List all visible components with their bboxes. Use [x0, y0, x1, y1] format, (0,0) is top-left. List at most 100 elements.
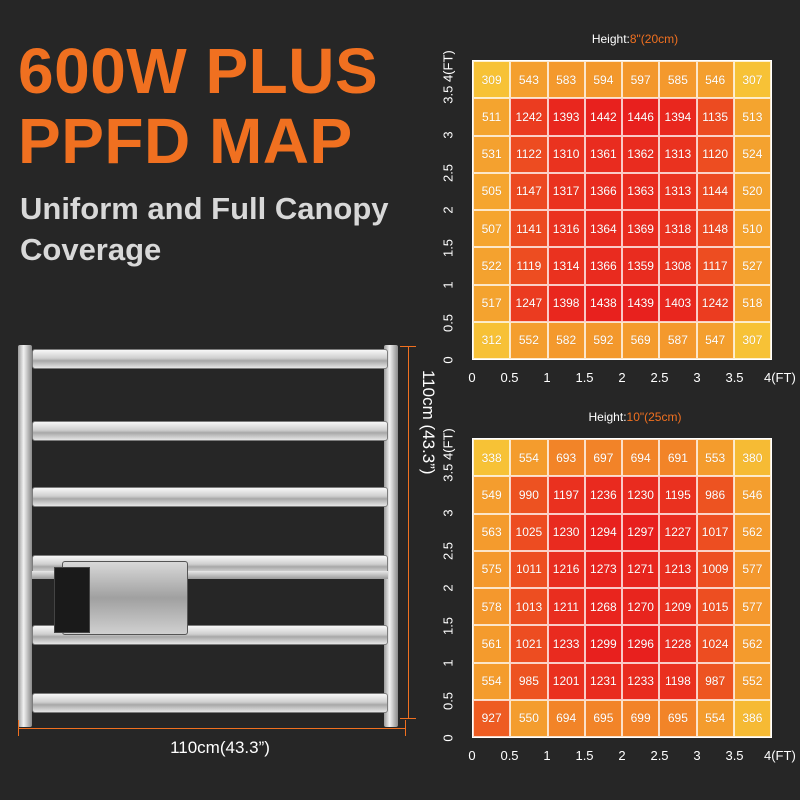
ppfd-cell: 1296: [622, 625, 660, 663]
ppfd-cell: 1015: [696, 588, 734, 626]
ppfd-cell: 510: [733, 210, 771, 248]
ppfd-cell: 1314: [547, 247, 585, 285]
x-tick-label: 3.5: [725, 748, 744, 763]
ppfd-cell: 577: [733, 588, 771, 626]
ppfd-cell: 563: [473, 513, 511, 551]
y-tick-label: 2.5: [440, 541, 456, 560]
ppfd-cell: 569: [622, 321, 660, 359]
ppfd-cell: 1024: [696, 625, 734, 663]
ppfd-cell: 554: [473, 662, 511, 700]
ppfd-cell: 1394: [659, 98, 697, 136]
ppfd-cell: 1366: [584, 172, 622, 210]
ppfd-cell: 695: [659, 699, 697, 737]
ppfd-cell: 507: [473, 210, 511, 248]
ppfd-cell: 517: [473, 284, 511, 322]
ppfd-cell: 1119: [510, 247, 548, 285]
ppfd-cell: 1318: [659, 210, 697, 248]
ppfd-cell: 307: [733, 321, 771, 359]
ppfd-cell: 531: [473, 135, 511, 173]
light-bar: [32, 421, 388, 441]
ppfd-cell: 1233: [622, 662, 660, 700]
y-tick-label: 0: [440, 356, 456, 364]
headline-line-1: 600W PLUS: [18, 35, 379, 107]
ppfd-cell: 1369: [622, 210, 660, 248]
ppfd-cell: 583: [547, 61, 585, 99]
x-tick-label: 2.5: [650, 370, 669, 385]
ppfd-cell: 1211: [547, 588, 585, 626]
ppfd-cell: 1216: [547, 550, 585, 588]
ppfd-cell: 1117: [696, 247, 734, 285]
ppfd-cell: 1227: [659, 513, 697, 551]
ppfd-cell: 518: [733, 284, 771, 322]
ppfd-cell: 505: [473, 172, 511, 210]
ppfd-cell: 592: [584, 321, 622, 359]
ppfd-cell: 1361: [584, 135, 622, 173]
x-tick-label: 1.5: [575, 370, 594, 385]
grow-light-illustration: [14, 335, 406, 735]
light-bar: [32, 349, 388, 369]
map-title-height: 8"(20cm): [629, 32, 679, 46]
ppfd-cell: 1446: [622, 98, 660, 136]
x-tick-label: 2.5: [650, 748, 669, 763]
ppfd-cell: 1135: [696, 98, 734, 136]
ppfd-cell: 1363: [622, 172, 660, 210]
ppfd-cell: 694: [622, 439, 660, 477]
x-tick-label: 1: [543, 748, 551, 763]
x-axis: 0 0.5 1 1.5 2 2.5 3 3.5 4(FT): [468, 748, 795, 768]
ppfd-cell: 1025: [510, 513, 548, 551]
dimension-cap: [18, 720, 19, 736]
x-tick-label: 0: [468, 748, 476, 763]
headline: 600W PLUS PPFD MAP: [18, 36, 378, 176]
ppfd-cell: 309: [473, 61, 511, 99]
ppfd-cell: 1273: [584, 550, 622, 588]
y-tick-label: 0.5: [440, 313, 456, 332]
ppfd-cell: 927: [473, 699, 511, 737]
x-tick-label: 2: [618, 370, 626, 385]
ppfd-cell: 990: [510, 476, 548, 514]
height-dimension-line: [408, 346, 409, 718]
subtitle-line-1: Uniform and Full Canopy: [20, 191, 389, 226]
ppfd-cell: 582: [547, 321, 585, 359]
ppfd-cell: 577: [733, 550, 771, 588]
ppfd-cell: 1362: [622, 135, 660, 173]
ppfd-cell: 513: [733, 98, 771, 136]
map-title-prefix: Height:: [591, 32, 630, 46]
ppfd-cell: 1439: [622, 284, 660, 322]
ppfd-cell: 1230: [622, 476, 660, 514]
ppfd-cell: 338: [473, 439, 511, 477]
ppfd-cell: 553: [696, 439, 734, 477]
ppfd-cell: 312: [473, 321, 511, 359]
y-tick-label: 0.5: [440, 691, 456, 710]
ppfd-cell: 1147: [510, 172, 548, 210]
x-tick-label: 0.5: [500, 370, 519, 385]
ppfd-cell: 1364: [584, 210, 622, 248]
ppfd-map-10in: Height:10"(25cm) 338 554 693 697 694 691 553 38…: [430, 410, 800, 780]
ppfd-cell: 511: [473, 98, 511, 136]
ppfd-cell: 1359: [622, 247, 660, 285]
ppfd-cell: 386: [733, 699, 771, 737]
ppfd-cell: 594: [584, 61, 622, 99]
ppfd-cell: 549: [473, 476, 511, 514]
y-tick-label: 2: [440, 584, 456, 592]
y-tick-label: 1: [440, 281, 456, 289]
ppfd-cell: 554: [696, 699, 734, 737]
ppfd-grid: 338 554 693 697 694 691 553 380 549 990 1197 1236 12…: [472, 438, 772, 738]
ppfd-cell: 987: [696, 662, 734, 700]
y-axis: 0 0.5 1 1.5 2 2.5 3 3.5 4(FT): [434, 428, 464, 741]
ppfd-cell: 1271: [622, 550, 660, 588]
ppfd-cell: 552: [510, 321, 548, 359]
ppfd-cell: 1122: [510, 135, 548, 173]
ppfd-cell: 1247: [510, 284, 548, 322]
ppfd-cell: 1148: [696, 210, 734, 248]
ppfd-cell: 1195: [659, 476, 697, 514]
map-title: Height:10"(25cm): [470, 410, 800, 424]
ppfd-cell: 585: [659, 61, 697, 99]
x-tick-label: 3: [693, 370, 701, 385]
ppfd-cell: 1299: [584, 625, 622, 663]
ppfd-cell: 1313: [659, 135, 697, 173]
ppfd-cell: 1366: [584, 247, 622, 285]
subtitle: Uniform and Full Canopy Coverage: [20, 188, 430, 270]
ppfd-cell: 1294: [584, 513, 622, 551]
ppfd-cell: 1317: [547, 172, 585, 210]
ppfd-cell: 527: [733, 247, 771, 285]
